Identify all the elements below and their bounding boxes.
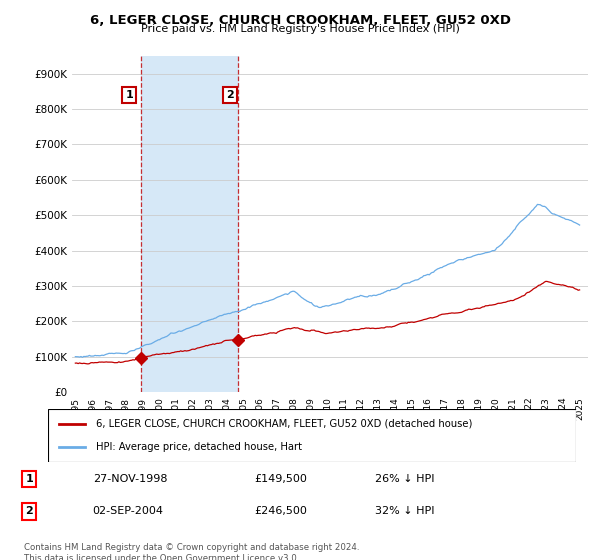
- Text: Price paid vs. HM Land Registry's House Price Index (HPI): Price paid vs. HM Land Registry's House …: [140, 24, 460, 34]
- Text: £246,500: £246,500: [254, 506, 307, 516]
- Text: 6, LEGER CLOSE, CHURCH CROOKHAM, FLEET, GU52 0XD (detached house): 6, LEGER CLOSE, CHURCH CROOKHAM, FLEET, …: [95, 419, 472, 429]
- Text: 2: 2: [226, 90, 234, 100]
- Text: 32% ↓ HPI: 32% ↓ HPI: [375, 506, 434, 516]
- Text: 2: 2: [25, 506, 33, 516]
- Text: HPI: Average price, detached house, Hart: HPI: Average price, detached house, Hart: [95, 442, 302, 452]
- FancyBboxPatch shape: [48, 409, 576, 462]
- Text: 02-SEP-2004: 02-SEP-2004: [92, 506, 164, 516]
- Text: £149,500: £149,500: [254, 474, 307, 484]
- Text: 26% ↓ HPI: 26% ↓ HPI: [375, 474, 434, 484]
- Text: 1: 1: [125, 90, 133, 100]
- Text: Contains HM Land Registry data © Crown copyright and database right 2024.
This d: Contains HM Land Registry data © Crown c…: [24, 543, 359, 560]
- Text: 27-NOV-1998: 27-NOV-1998: [92, 474, 167, 484]
- Text: 1: 1: [25, 474, 33, 484]
- Bar: [141, 56, 238, 392]
- Text: 6, LEGER CLOSE, CHURCH CROOKHAM, FLEET, GU52 0XD: 6, LEGER CLOSE, CHURCH CROOKHAM, FLEET, …: [89, 14, 511, 27]
